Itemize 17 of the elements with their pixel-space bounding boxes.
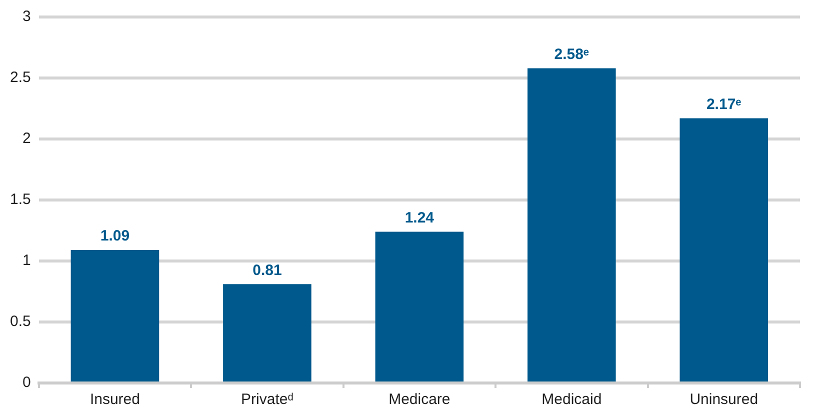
y-tick-label: 0 — [22, 374, 31, 392]
data-label: 2.17ᵉ — [706, 96, 742, 113]
y-tick-label: 2 — [22, 130, 31, 148]
y-tick-label: 3 — [22, 8, 31, 26]
x-tick-label: Insured — [90, 391, 140, 408]
x-tick-label: Uninsured — [690, 391, 758, 408]
y-tick-label: 0.5 — [10, 313, 31, 330]
y-tick-label: 2.5 — [10, 69, 31, 86]
x-tick-label: Medicaid — [542, 391, 602, 408]
x-tick-label: Medicare — [388, 391, 450, 408]
y-tick-label: 1 — [22, 252, 31, 270]
y-tick-label: 1.5 — [10, 191, 31, 208]
data-label: 2.58ᵉ — [554, 46, 590, 63]
data-label: 1.09 — [100, 228, 130, 245]
data-label: 0.81 — [252, 262, 282, 279]
data-label: 1.24 — [404, 209, 435, 226]
x-tick-label: Privateᵈ — [241, 391, 294, 408]
